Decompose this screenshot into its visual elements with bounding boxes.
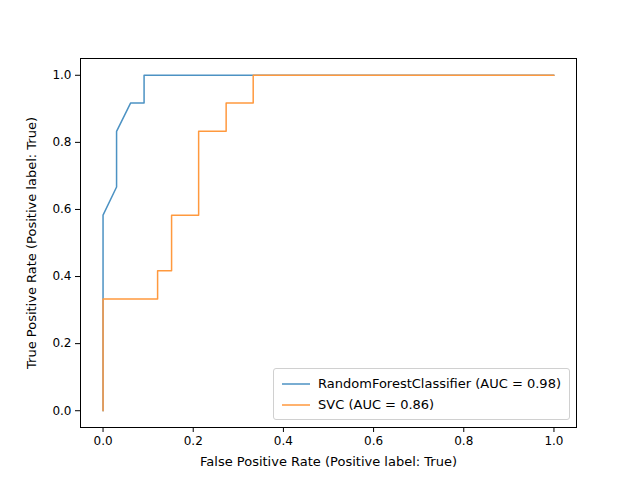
svg-text:0.0: 0.0 [52, 404, 71, 418]
svg-text:1.0: 1.0 [52, 68, 71, 82]
html-text:SVC (AUC = 0.86): SVC (AUC = 0.86) [318, 397, 435, 412]
svg-text:0.4: 0.4 [274, 434, 293, 448]
svg-text:0.8: 0.8 [52, 135, 71, 149]
svg-text:0.2: 0.2 [52, 336, 71, 350]
svg-text:0.4: 0.4 [52, 269, 71, 283]
html-text:RandomForestClassifier (AUC =: RandomForestClassifier (AUC = 0.98) [318, 376, 561, 391]
svg-text:False Positive Rate (Positive: False Positive Rate (Positive label: Tru… [200, 454, 457, 469]
svg-text:0.6: 0.6 [364, 434, 383, 448]
svg-text:0.2: 0.2 [184, 434, 203, 448]
svg-text:0.6: 0.6 [52, 202, 71, 216]
svg-text:0.0: 0.0 [93, 434, 112, 448]
svg-text:0.8: 0.8 [454, 434, 473, 448]
svg-text:1.0: 1.0 [544, 434, 563, 448]
svg-text:True Positive Rate (Positive l: True Positive Rate (Positive label: True… [24, 117, 39, 370]
